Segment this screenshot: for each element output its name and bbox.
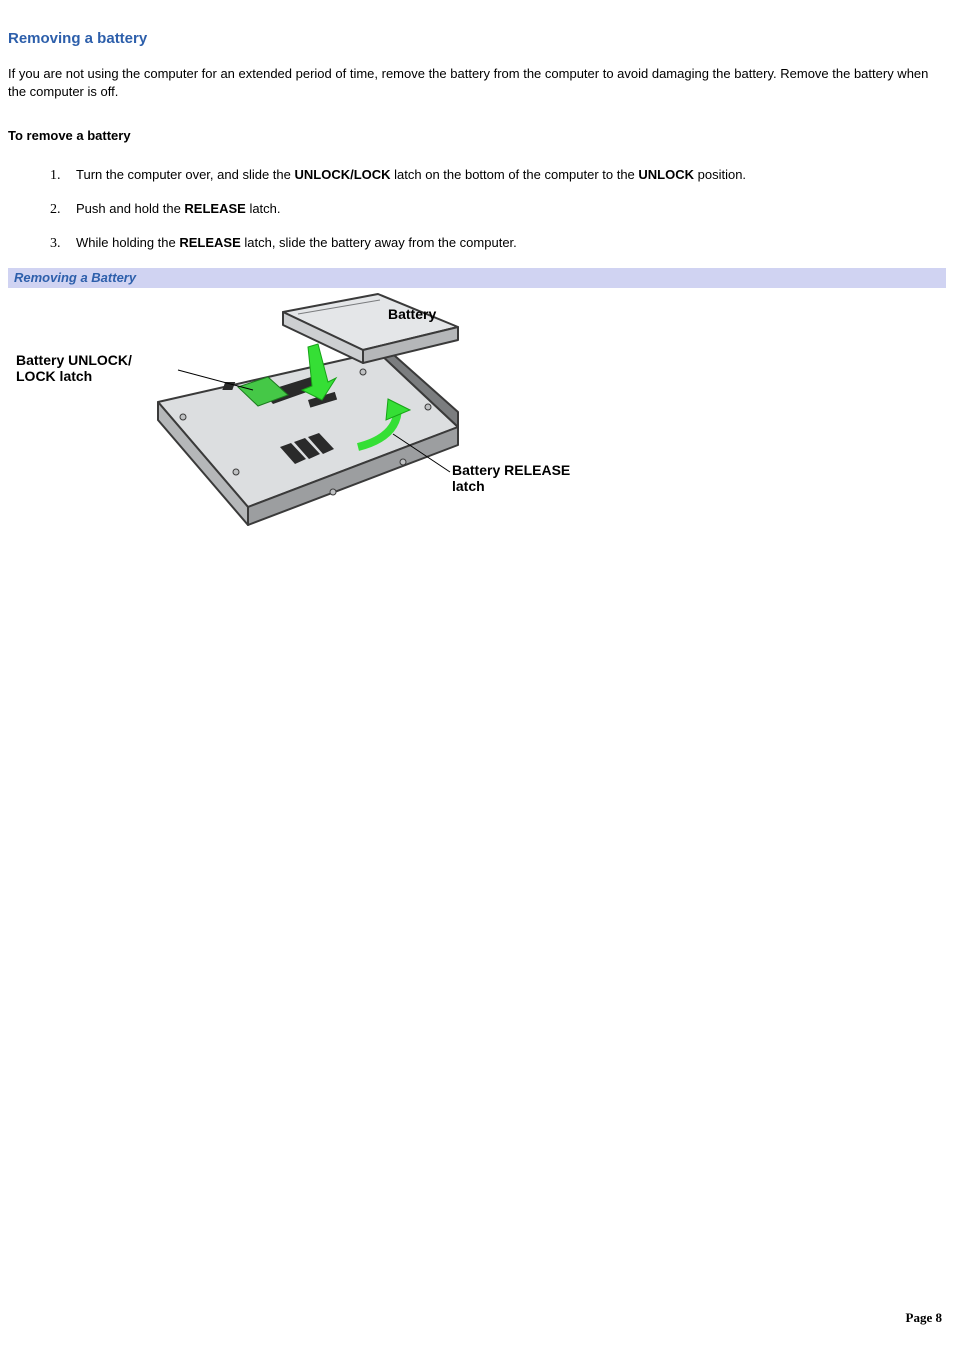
laptop-battery-illustration — [8, 292, 578, 542]
step-1-text-e: position. — [694, 167, 746, 182]
label-release-latch: Battery RELEASE latch — [452, 462, 570, 494]
step-3-text-a: While holding the — [76, 235, 179, 250]
step-1-text-c: latch on the bottom of the computer to t… — [391, 167, 639, 182]
step-1-bold-1: UNLOCK/LOCK — [294, 167, 390, 182]
step-2-text-c: latch. — [246, 201, 281, 216]
label-unlock-lock-latch: Battery UNLOCK/ LOCK latch — [16, 352, 132, 384]
label-battery: Battery — [388, 306, 436, 322]
step-3-bold: RELEASE — [179, 235, 240, 250]
label-release-line1: Battery RELEASE — [452, 462, 570, 478]
step-1-text-a: Turn the computer over, and slide the — [76, 167, 294, 182]
intro-paragraph: If you are not using the computer for an… — [8, 65, 946, 101]
section-heading: Removing a battery — [8, 28, 946, 49]
step-1-bold-2: UNLOCK — [638, 167, 694, 182]
label-unlock-line1: Battery UNLOCK/ — [16, 352, 132, 368]
step-2-text-a: Push and hold the — [76, 201, 184, 216]
procedure-steps: Turn the computer over, and slide the UN… — [8, 166, 946, 253]
step-2: Push and hold the RELEASE latch. — [64, 200, 946, 218]
page-number: Page 8 — [906, 1309, 942, 1327]
label-release-line2: latch — [452, 478, 485, 494]
figure-diagram: Battery Battery UNLOCK/ LOCK latch Batte… — [8, 292, 578, 542]
step-3-text-c: latch, slide the battery away from the c… — [241, 235, 517, 250]
procedure-subheading: To remove a battery — [8, 127, 946, 145]
step-2-bold: RELEASE — [184, 201, 245, 216]
step-3: While holding the RELEASE latch, slide t… — [64, 234, 946, 252]
label-unlock-line2: LOCK latch — [16, 368, 92, 384]
figure-title-bar: Removing a Battery — [8, 268, 946, 288]
step-1: Turn the computer over, and slide the UN… — [64, 166, 946, 184]
